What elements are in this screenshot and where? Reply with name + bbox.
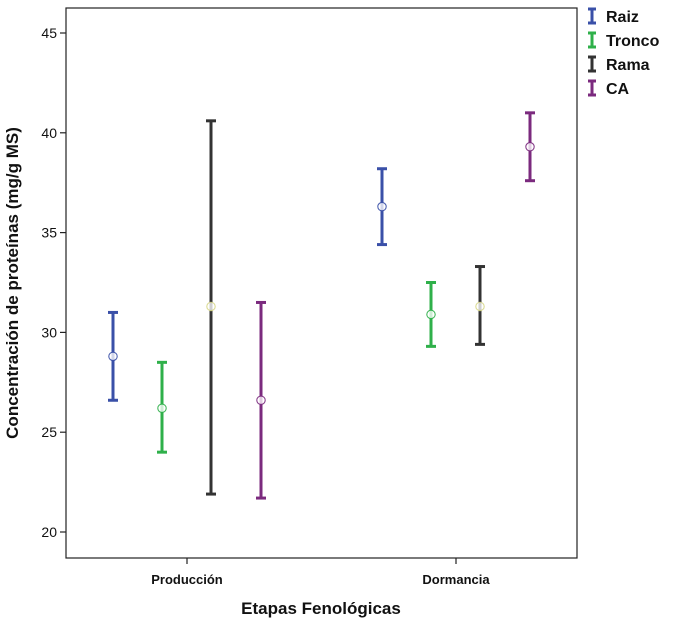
mean-marker xyxy=(377,201,387,212)
series-raiz xyxy=(108,167,387,402)
mean-marker xyxy=(256,395,266,406)
series-tronco xyxy=(157,281,436,454)
legend-label: Raiz xyxy=(606,9,639,26)
series-rama xyxy=(206,119,485,496)
legend-item-ca: CA xyxy=(588,79,630,98)
mean-marker xyxy=(206,301,216,312)
legend-label: Tronco xyxy=(606,33,660,50)
y-axis-title: Concentración de proteínas (mg/g MS) xyxy=(3,127,22,439)
mean-marker xyxy=(157,403,167,413)
legend-item-raiz: Raiz xyxy=(588,7,639,26)
y-axis: 20 25 30 35 40 45 xyxy=(41,25,66,540)
y-tick-label: 45 xyxy=(41,25,57,41)
legend-label: Rama xyxy=(606,57,650,74)
x-axis-title: Etapas Fenológicas xyxy=(241,599,401,618)
legend-item-rama: Rama xyxy=(588,55,650,74)
y-tick-label: 30 xyxy=(41,324,57,340)
y-tick-label: 35 xyxy=(41,225,57,241)
mean-marker xyxy=(475,301,485,312)
y-tick-label: 20 xyxy=(41,524,57,540)
y-tick-label: 40 xyxy=(41,125,57,141)
series-layer xyxy=(108,111,535,500)
x-tick-label: Dormancia xyxy=(422,572,490,587)
x-tick-label: Producción xyxy=(151,572,223,587)
mean-marker xyxy=(426,309,436,320)
legend: Raiz Tronco Rama CA xyxy=(588,7,660,98)
x-axis: Producción Dormancia xyxy=(151,558,490,587)
series-ca xyxy=(256,111,535,500)
plot-frame xyxy=(65,7,578,559)
mean-marker xyxy=(525,142,535,152)
legend-label: CA xyxy=(606,81,630,98)
y-tick-label: 25 xyxy=(41,424,57,440)
legend-item-tronco: Tronco xyxy=(588,31,660,50)
mean-marker xyxy=(108,351,118,362)
